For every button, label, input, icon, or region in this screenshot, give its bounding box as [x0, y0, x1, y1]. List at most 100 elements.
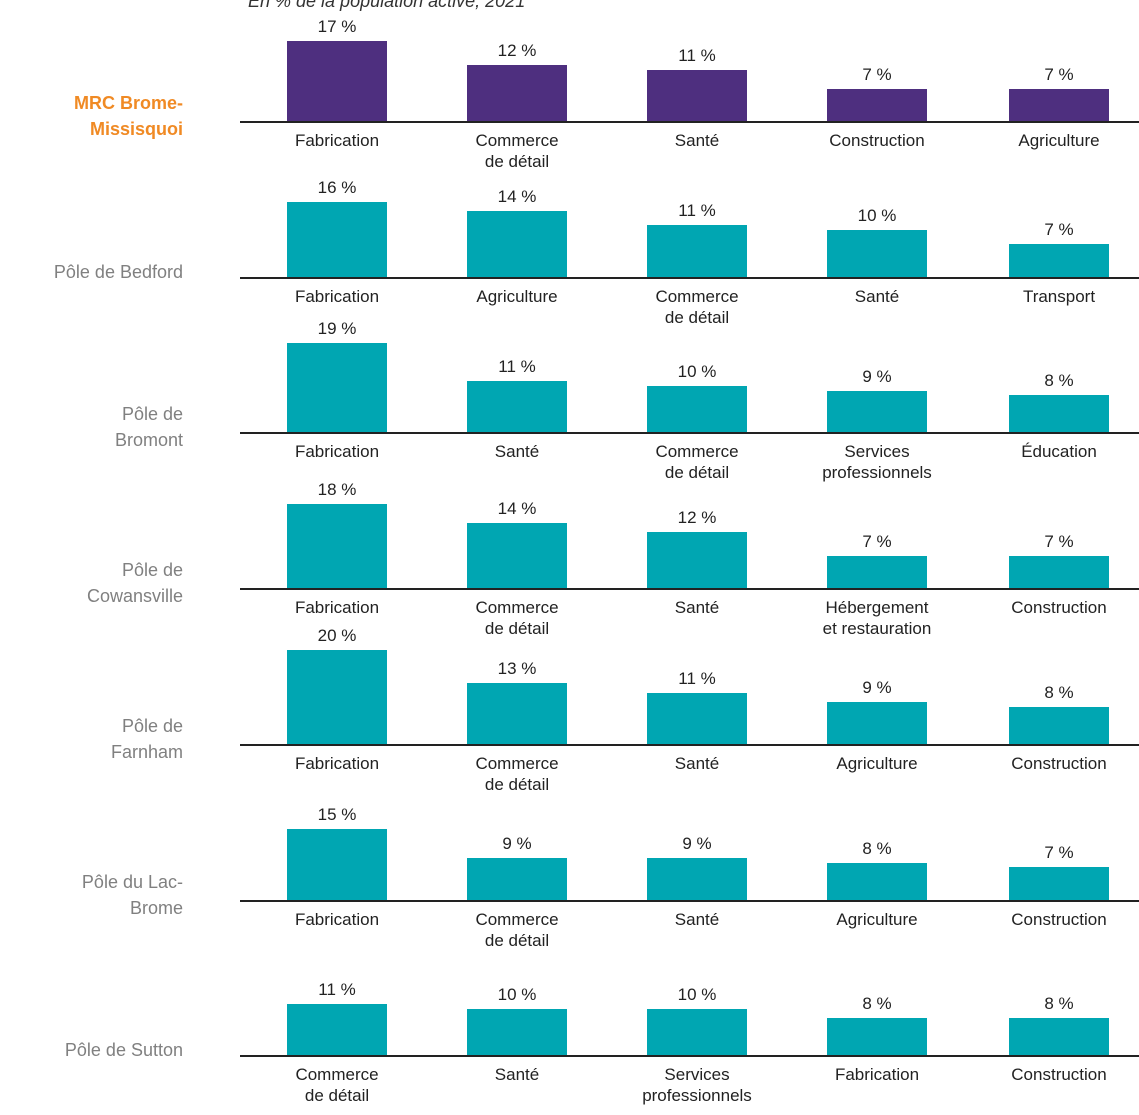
x-tick-label: Construction — [1011, 909, 1107, 929]
value-label: 11 % — [678, 45, 716, 65]
value-label: 8 % — [1044, 994, 1074, 1014]
bar — [287, 649, 387, 745]
bar — [1009, 88, 1109, 122]
axis-line — [240, 743, 1139, 746]
bar — [287, 1003, 387, 1057]
x-tick-label: Fabrication — [294, 286, 380, 306]
value-label: 9 % — [682, 833, 712, 853]
bar — [647, 532, 747, 590]
value-label: 12 % — [497, 41, 537, 60]
value-label: 7 % — [862, 64, 892, 84]
bar — [287, 503, 387, 590]
x-tick-label: Santé — [494, 442, 540, 462]
x-tick-label: Services professionnels — [642, 1065, 752, 1106]
bar — [1009, 244, 1109, 278]
value-label: 11 % — [678, 668, 716, 688]
value-label: 14 % — [497, 187, 537, 207]
x-tick-label: Commerce de détail — [475, 909, 559, 950]
value-label: 7 % — [1044, 64, 1074, 84]
value-label: 9 % — [862, 678, 892, 698]
value-label: 20 % — [317, 625, 357, 645]
bar — [827, 555, 927, 590]
x-tick-label: Fabrication — [834, 1065, 920, 1085]
bar — [467, 381, 567, 434]
value-label: 10 % — [677, 984, 717, 1004]
x-tick-label: Commerce de détail — [475, 131, 559, 171]
bar — [647, 1008, 747, 1057]
value-label: 10 % — [677, 361, 717, 381]
row-title: Pôle de Farnham — [110, 715, 183, 762]
x-tick-label: Commerce de détail — [655, 442, 739, 483]
axis-line — [240, 276, 1139, 279]
value-label: 7 % — [1044, 843, 1074, 863]
bar — [467, 211, 567, 278]
x-tick-label: Santé — [494, 1065, 540, 1085]
x-tick-label: Commerce de détail — [295, 1065, 379, 1106]
value-label: 9 % — [502, 833, 532, 853]
axis-line — [240, 588, 1139, 591]
row-title: Pôle de Sutton — [64, 1040, 183, 1061]
row-title: Pôle de Cowansville — [86, 560, 183, 607]
value-label: 11 % — [498, 357, 536, 377]
value-label: 14 % — [497, 498, 537, 518]
bar — [287, 343, 387, 434]
bar — [1009, 555, 1109, 590]
bar — [1009, 395, 1109, 434]
row-title: Pôle de Bedford — [53, 261, 183, 282]
bar — [467, 683, 567, 745]
row-title: Pôle de Bromont — [114, 404, 183, 451]
bar — [287, 201, 387, 278]
bar — [827, 88, 927, 122]
x-tick-label: Fabrication — [294, 909, 380, 929]
value-label: 11 % — [678, 201, 716, 221]
x-tick-label: Agriculture — [1018, 131, 1100, 150]
bar — [647, 385, 747, 434]
x-tick-label: Santé — [674, 598, 720, 618]
axis-line — [240, 121, 1139, 123]
bar — [467, 522, 567, 590]
bar — [287, 41, 387, 122]
value-label: 7 % — [1044, 220, 1074, 240]
value-label: 15 % — [317, 805, 357, 825]
bar — [647, 692, 747, 745]
x-tick-label: Hébergement et restauration — [822, 598, 932, 639]
x-tick-label: Construction — [1011, 753, 1107, 773]
x-tick-label: Fabrication — [294, 131, 380, 150]
bar — [287, 829, 387, 901]
x-tick-label: Commerce de détail — [475, 753, 559, 794]
bar — [827, 1018, 927, 1057]
bar — [1009, 706, 1109, 745]
x-tick-label: Agriculture — [836, 753, 918, 773]
x-tick-label: Santé — [674, 753, 720, 773]
bar — [827, 702, 927, 745]
x-tick-label: Fabrication — [294, 442, 380, 462]
value-label: 18 % — [317, 479, 357, 499]
x-tick-label: Transport — [1022, 286, 1096, 306]
x-tick-label: Éducation — [1021, 442, 1097, 462]
value-label: 16 % — [317, 177, 357, 197]
x-tick-label: Agriculture — [476, 286, 558, 306]
value-label: 8 % — [1044, 682, 1074, 702]
value-label: 8 % — [862, 994, 892, 1014]
value-label: 11 % — [318, 979, 356, 999]
x-tick-label: Santé — [854, 286, 900, 306]
x-tick-label: Agriculture — [836, 909, 918, 929]
x-tick-label: Services professionnels — [822, 442, 932, 483]
bar — [827, 230, 927, 278]
axis-line — [240, 899, 1139, 902]
axis-line — [240, 1055, 1139, 1058]
value-label: 10 % — [497, 984, 537, 1004]
row-title: MRC Brome- Missisquoi — [73, 93, 183, 139]
value-label: 9 % — [862, 366, 892, 386]
bar — [827, 862, 927, 901]
bar — [647, 225, 747, 278]
bar — [1009, 1018, 1109, 1057]
x-tick-label: Santé — [674, 909, 720, 929]
x-tick-label: Construction — [1011, 1065, 1107, 1085]
bar — [1009, 867, 1109, 901]
subtitle: En % de la population active, 2021 — [248, 0, 526, 11]
x-tick-label: Santé — [674, 131, 720, 150]
bar — [647, 857, 747, 901]
x-tick-label: Fabrication — [294, 753, 380, 773]
